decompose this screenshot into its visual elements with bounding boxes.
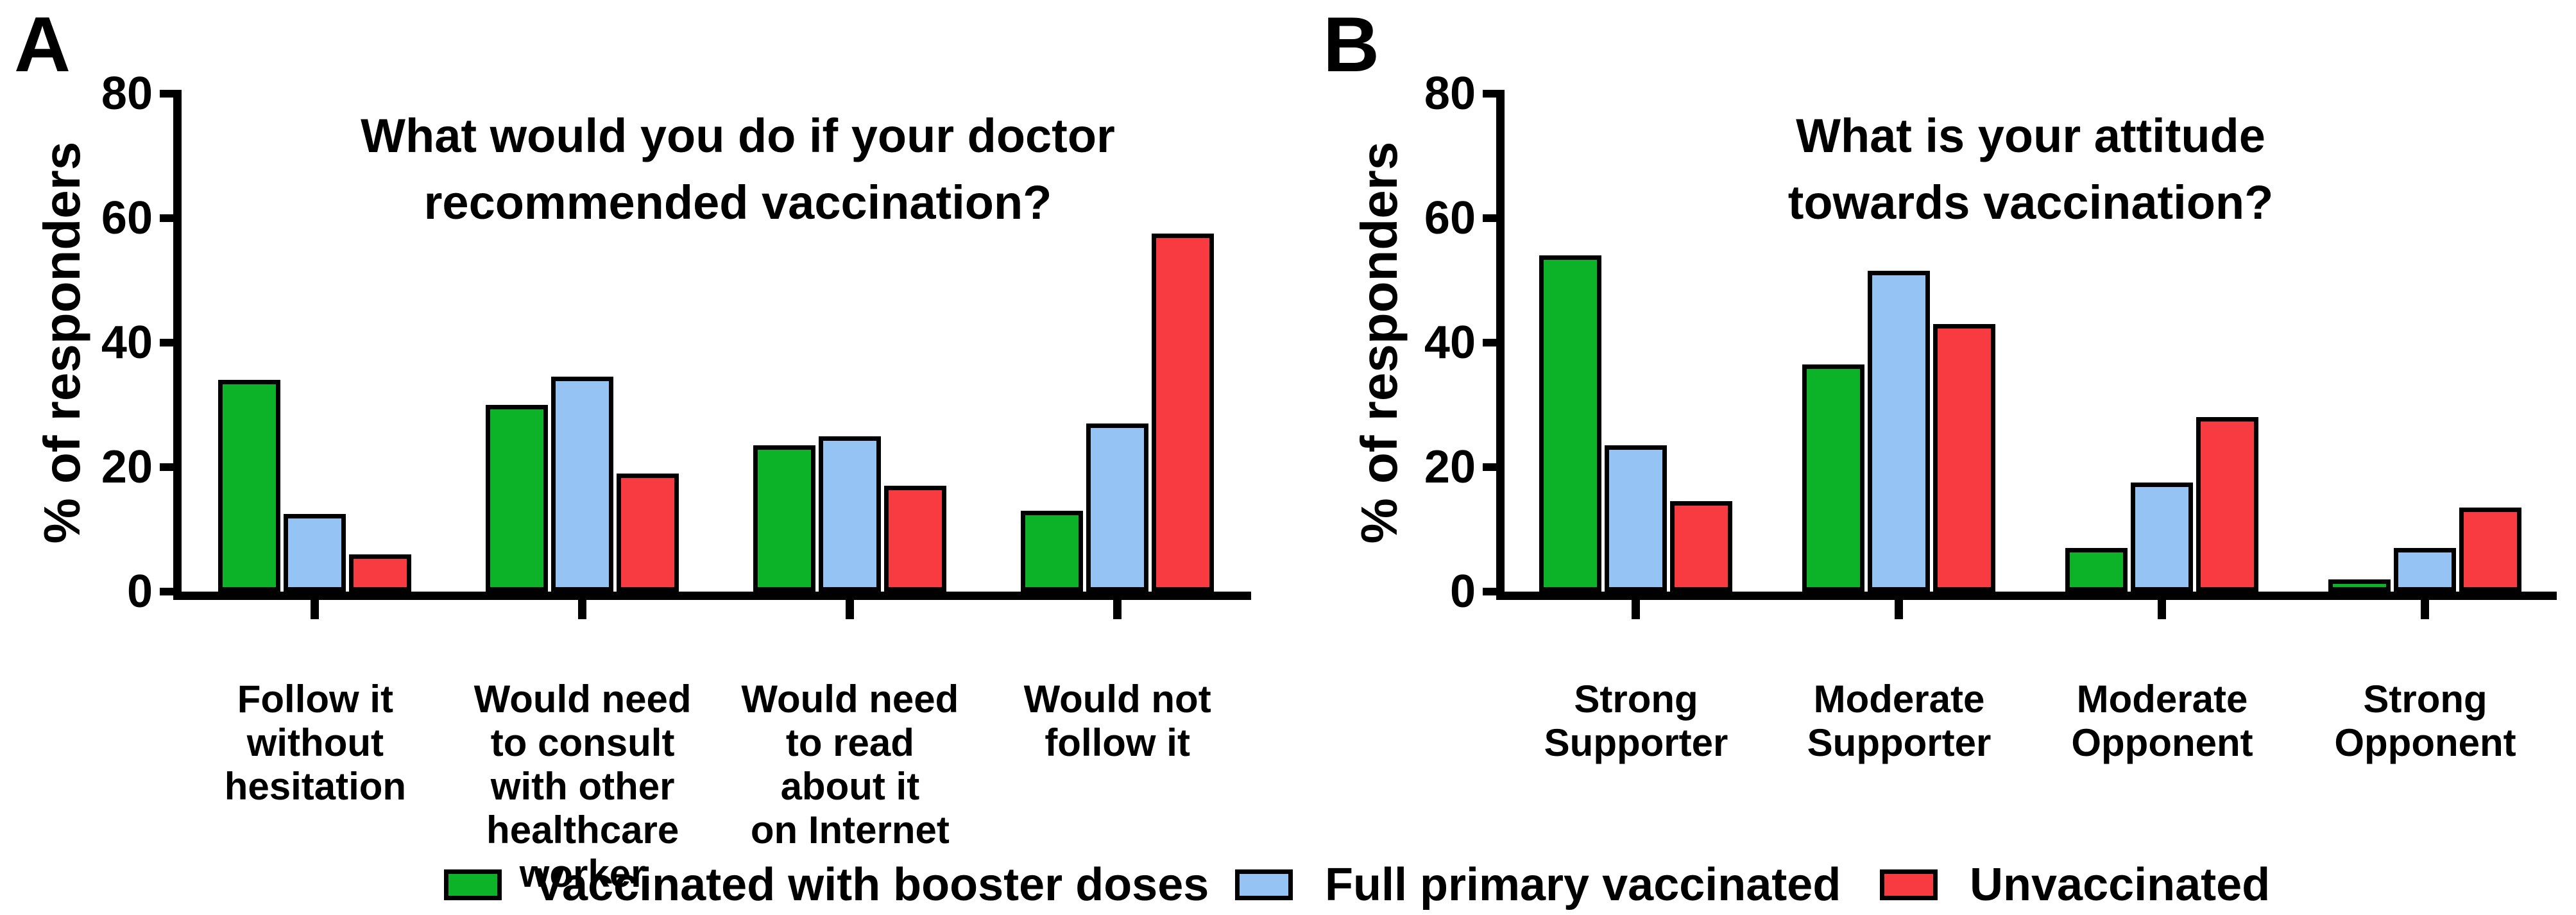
panel-a-title-line2: recommended vaccination?: [423, 176, 1052, 229]
bar: [551, 377, 614, 592]
x-tick: [578, 600, 587, 619]
bar: [818, 436, 881, 592]
panel-a-title-line1: What would you do if your doctor: [361, 109, 1115, 162]
bar: [1539, 255, 1601, 592]
x-tick: [1895, 600, 1903, 619]
x-tick: [1113, 600, 1122, 619]
bar: [1933, 324, 1995, 592]
legend-label: Unvaccinated: [1970, 859, 2271, 911]
bar: [1670, 501, 1732, 592]
x-tick: [311, 600, 320, 619]
y-tick-label: 20: [1424, 441, 1476, 493]
y-tick: [160, 339, 173, 346]
category-label: Moderate Supporter: [1807, 678, 1992, 764]
panel-a-letter: A: [14, 1, 71, 88]
bar: [1802, 364, 1864, 592]
bar: [617, 474, 679, 592]
y-tick-label: 0: [126, 566, 153, 617]
legend-item: Unvaccinated: [1880, 861, 2270, 909]
y-tick-label: 60: [101, 192, 153, 244]
bar: [218, 380, 281, 592]
bar: [1151, 234, 1214, 592]
bar: [284, 514, 346, 592]
y-tick-label: 40: [101, 317, 153, 368]
bar: [349, 554, 412, 592]
panel-b-title-line1: What is your attitude: [1796, 109, 2265, 162]
bar: [1086, 423, 1148, 592]
panel-b-letter: B: [1323, 1, 1380, 88]
bar: [1868, 271, 1930, 592]
y-tick: [1483, 90, 1496, 98]
y-tick: [1483, 339, 1496, 346]
legend-label: Vaccinated with booster doses: [534, 859, 1209, 911]
y-tick: [160, 463, 173, 471]
category-label: Would need to consult with other healthc…: [473, 678, 692, 895]
legend-item: Vaccinated with booster doses: [444, 861, 1209, 909]
bar: [2065, 548, 2128, 592]
legend-swatch-red-icon: [1880, 869, 1938, 900]
bar: [1605, 445, 1667, 592]
bar: [2131, 483, 2193, 592]
y-tick-label: 40: [1424, 317, 1476, 368]
panel-a-title: What would you do if your doctor recomme…: [361, 103, 1115, 236]
bar: [753, 445, 815, 592]
category-label: Would need to read about it on Internet: [741, 678, 959, 851]
category-label: Strong Supporter: [1544, 678, 1728, 764]
category-label: Would not follow it: [1023, 678, 1211, 764]
y-tick: [160, 214, 173, 222]
category-label: Strong Opponent: [2334, 678, 2516, 764]
plot-area: [1496, 90, 2557, 600]
panel-b-title-line2: towards vaccination?: [1787, 176, 2274, 229]
legend-swatch-green-icon: [444, 869, 502, 900]
bar: [486, 405, 549, 592]
bar: [1020, 511, 1083, 592]
y-tick-label: 20: [101, 441, 153, 493]
y-tick: [1483, 463, 1496, 471]
bar: [883, 486, 946, 592]
x-tick: [2421, 600, 2429, 619]
bar: [2196, 417, 2258, 592]
x-tick: [2158, 600, 2166, 619]
bar: [2459, 508, 2521, 592]
y-tick: [160, 90, 173, 98]
y-tick-label: 0: [1449, 566, 1476, 617]
y-tick-label: 80: [101, 68, 153, 119]
legend-item: Full primary vaccinated: [1235, 861, 1841, 909]
x-tick: [845, 600, 854, 619]
bar: [2394, 548, 2456, 592]
y-tick-label: 80: [1424, 68, 1476, 119]
y-tick: [1483, 588, 1496, 595]
panel-b-title: What is your attitude towards vaccinatio…: [1788, 103, 2274, 236]
legend-swatch-blue-icon: [1235, 869, 1293, 900]
category-label: Moderate Opponent: [2071, 678, 2253, 764]
bar: [2328, 579, 2391, 592]
y-tick: [1483, 214, 1496, 222]
y-tick-label: 60: [1424, 192, 1476, 244]
y-tick: [160, 588, 173, 595]
plot-area: [173, 90, 1251, 600]
x-tick: [1632, 600, 1640, 619]
legend-label: Full primary vaccinated: [1325, 859, 1841, 911]
category-label: Follow it without hesitation: [224, 678, 407, 808]
